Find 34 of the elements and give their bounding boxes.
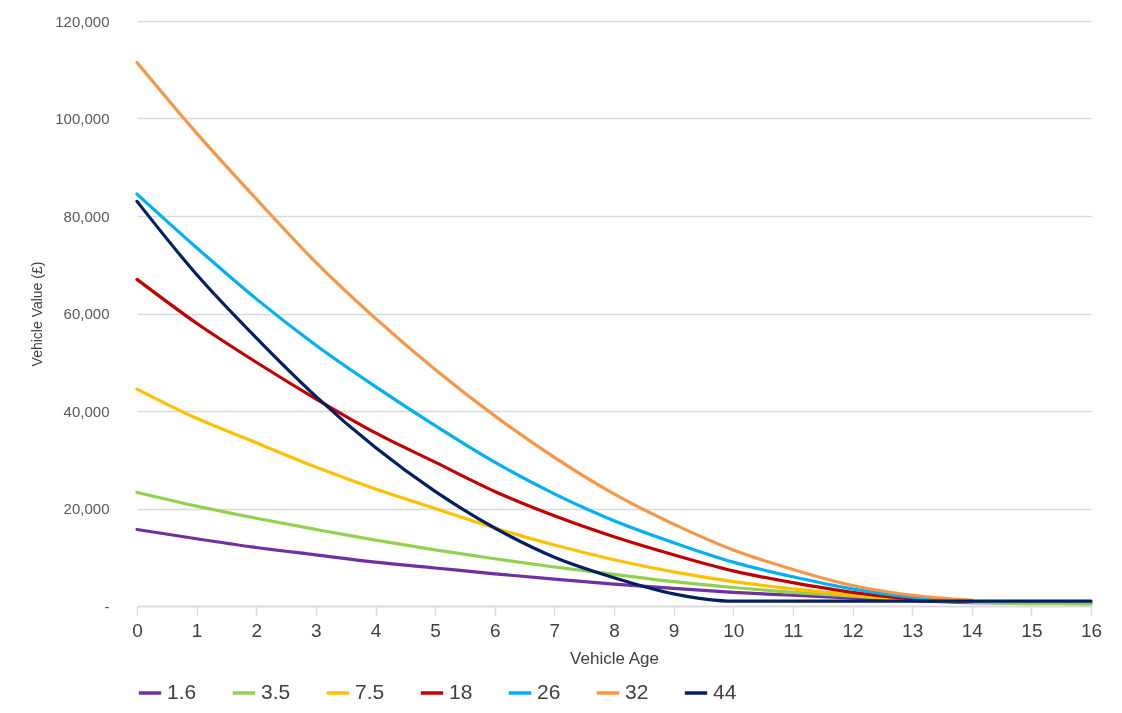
x-tick-label: 16 xyxy=(1080,619,1103,641)
y-tick-label: 20,000 xyxy=(63,500,110,517)
x-tick-label: 8 xyxy=(609,619,620,641)
x-tick-label: 6 xyxy=(489,619,501,641)
y-tick-label: 40,000 xyxy=(63,402,110,420)
x-tick-label: 0 xyxy=(132,619,143,641)
legend-label: 1.6 xyxy=(167,680,197,703)
x-tick-label: 2 xyxy=(251,619,263,641)
x-tick-label: 9 xyxy=(668,619,680,641)
x-tick-label: 1 xyxy=(191,619,203,641)
y-tick-label: 100,000 xyxy=(55,110,110,127)
x-axis-title: Vehicle Age xyxy=(570,648,659,668)
legend-label: 32 xyxy=(625,680,649,703)
x-tick-label: 15 xyxy=(1021,619,1043,641)
x-tick-label: 12 xyxy=(842,619,864,641)
legend-label: 7.5 xyxy=(355,680,385,703)
x-tick-label: 4 xyxy=(370,619,382,641)
x-tick-label: 10 xyxy=(723,619,745,641)
y-tick-label: 80,000 xyxy=(63,207,110,225)
y-tick-label: 120,000 xyxy=(55,12,110,30)
x-tick-label: 7 xyxy=(549,619,561,641)
x-tick-label: 3 xyxy=(311,619,322,641)
legend-label: 18 xyxy=(449,680,473,703)
x-tick-label: 13 xyxy=(902,619,924,641)
legend-label: 44 xyxy=(713,680,737,703)
line-series xyxy=(135,60,974,602)
y-tick-label: 60,000 xyxy=(63,305,110,322)
x-tick-label: 11 xyxy=(783,619,804,641)
y-tick-label: - xyxy=(104,597,110,615)
x-tick-label: 14 xyxy=(961,619,984,641)
legend-label: 26 xyxy=(537,680,561,703)
legend-label: 3.5 xyxy=(261,680,291,703)
x-tick-label: 5 xyxy=(430,619,441,641)
y-axis-title: Vehicle Value (£) xyxy=(29,261,46,367)
